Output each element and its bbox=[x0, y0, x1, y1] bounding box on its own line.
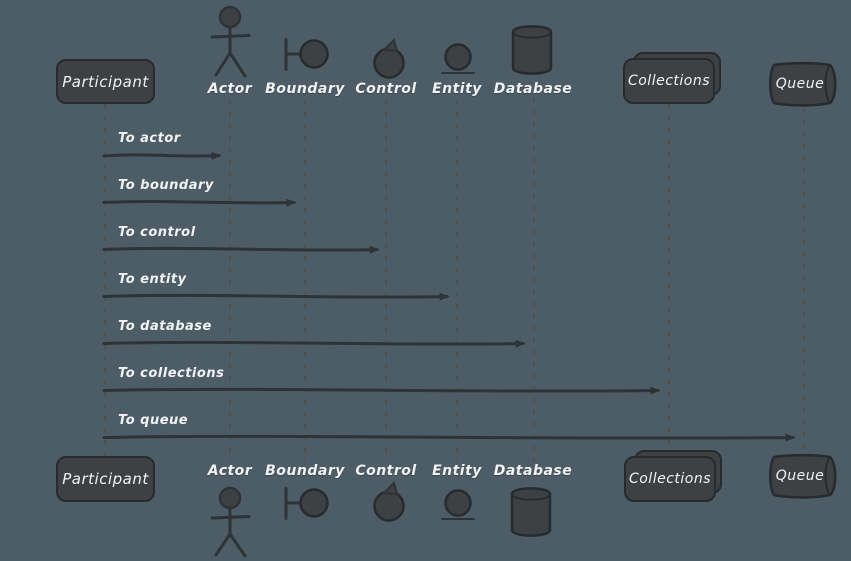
collections-label: Collections bbox=[627, 73, 711, 89]
arrow-to-database bbox=[102, 339, 526, 348]
control-icon bbox=[373, 481, 405, 522]
control-label-bottom: Control bbox=[355, 463, 417, 479]
entity-icon bbox=[441, 43, 475, 74]
entity-label-top: Entity bbox=[432, 81, 482, 97]
arrow-to-entity bbox=[102, 292, 450, 301]
arrow-to-collections bbox=[102, 386, 661, 395]
message-label: To control bbox=[118, 225, 196, 240]
message-label: To collections bbox=[118, 366, 225, 381]
boundary-icon bbox=[284, 487, 329, 520]
participant-box-bottom: Participant bbox=[56, 456, 155, 502]
actor-icon bbox=[210, 486, 251, 558]
database-label-top: Database bbox=[493, 81, 573, 97]
queue-label-bottom: Queue bbox=[775, 468, 825, 484]
queue-icon-top bbox=[769, 61, 837, 107]
participant-label: Participant bbox=[62, 470, 149, 488]
message-label: To database bbox=[118, 319, 212, 334]
queue-label-top: Queue bbox=[775, 76, 825, 92]
actor-label-top: Actor bbox=[207, 81, 253, 97]
lifelines bbox=[104, 98, 805, 462]
message-label: To actor bbox=[118, 131, 181, 146]
arrow-to-queue bbox=[102, 433, 796, 442]
actor-label-bottom: Actor bbox=[207, 463, 253, 479]
participant-box-top: Participant bbox=[56, 59, 155, 104]
boundary-label-bottom: Boundary bbox=[265, 463, 345, 479]
entity-label-bottom: Entity bbox=[432, 463, 482, 479]
collections-box-top: Collections bbox=[623, 58, 715, 104]
boundary-label-top: Boundary bbox=[265, 81, 345, 97]
collections-label: Collections bbox=[628, 471, 712, 487]
control-label-top: Control bbox=[355, 81, 417, 97]
control-icon bbox=[373, 38, 405, 79]
message-arrows bbox=[102, 151, 796, 442]
message-label: To queue bbox=[118, 413, 189, 428]
database-label-bottom: Database bbox=[493, 463, 573, 479]
collections-box-bottom: Collections bbox=[624, 456, 716, 502]
database-icon bbox=[510, 487, 552, 537]
message-label: To boundary bbox=[118, 178, 214, 193]
arrow-to-control bbox=[102, 245, 380, 254]
queue-icon-bottom bbox=[769, 453, 837, 499]
arrow-to-boundary bbox=[102, 198, 297, 207]
entity-icon bbox=[441, 489, 475, 520]
message-label: To entity bbox=[118, 272, 187, 287]
boundary-icon bbox=[284, 38, 329, 71]
arrow-to-actor bbox=[102, 151, 222, 160]
actor-icon bbox=[210, 5, 251, 78]
participant-label: Participant bbox=[62, 72, 149, 91]
database-icon bbox=[511, 25, 553, 75]
